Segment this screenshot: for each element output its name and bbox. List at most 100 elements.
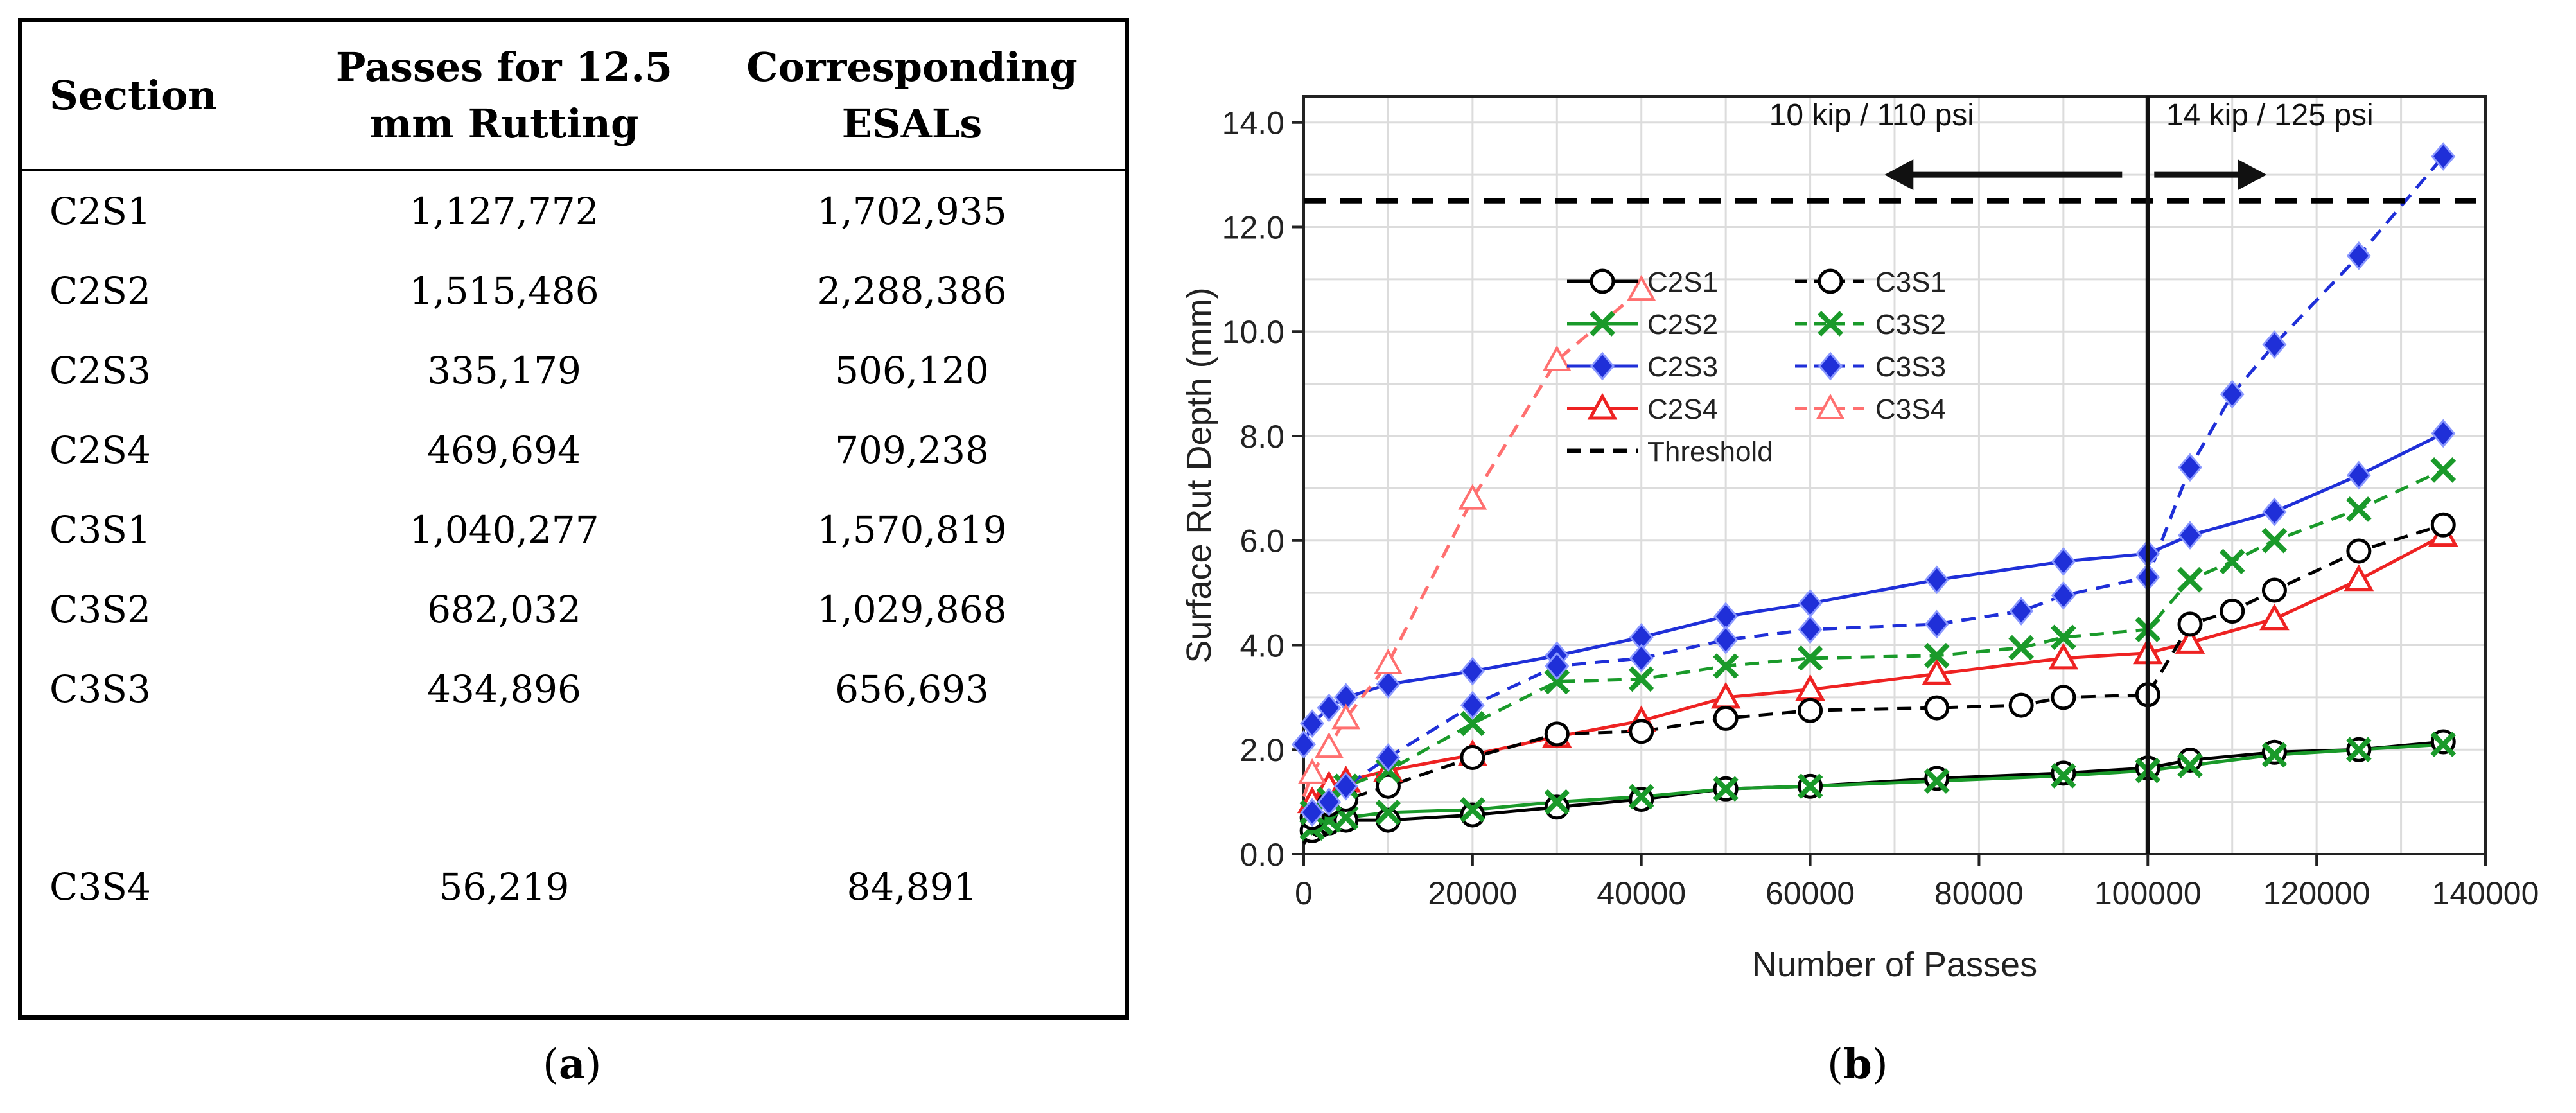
data-point [1818,268,1843,294]
data-point [2259,603,2290,631]
arrow-left-head [1884,159,1914,191]
data-point [2431,142,2456,171]
data-point [2346,241,2371,270]
table-row: C3S2 682,032 1,029,868 [22,570,1125,649]
data-point [1460,744,1485,770]
legend-label: C2S4 [1647,394,1718,425]
legend-label: C3S3 [1875,351,1946,383]
data-point [1460,802,1485,828]
data-point [1713,705,1739,731]
data-point [1460,797,1485,823]
data-point [1922,658,1952,685]
data-point [1798,589,1823,618]
legend-label: C3S1 [1875,267,1946,298]
data-point [1374,648,1403,674]
data-point [1798,615,1823,644]
data-point [1924,565,1949,595]
data-point [2051,685,2076,710]
cell-esals: 1,702,935 [817,189,1007,233]
data-point [2177,566,2203,593]
series-markers-c2s3 [1292,419,2456,759]
x-tick-label: 20000 [1428,875,1517,911]
cell-esals: 1,029,868 [817,588,1007,631]
data-point [2051,547,2076,576]
data-point [2261,742,2288,768]
data-point [1544,721,1570,747]
data-point [1713,776,1739,802]
data-point [1818,311,1843,337]
caption-a-close: ) [585,1041,602,1089]
data-point [1300,798,1325,827]
data-point [2178,521,2202,550]
data-point [1544,789,1570,815]
data-point [2346,538,2372,564]
data-point [2261,527,2288,554]
data-point [1297,758,1327,784]
caption-a: (a) [543,1040,601,1089]
data-point [2344,564,2374,592]
data-point [2262,497,2287,527]
data-point [2008,692,2034,718]
cell-passes: 682,032 [427,588,581,631]
cell-esals: 709,238 [835,428,989,472]
data-point [1797,773,1823,800]
caption-b-open: ( [1827,1041,1843,1089]
cell-passes: 1,040,277 [409,508,599,552]
legend-label: C3S4 [1875,394,1946,425]
header-section: Section [49,22,281,169]
legend-item-c3s1: C3S1 [1795,267,1946,298]
data-point [2178,453,2202,482]
data-point [2008,635,2034,661]
table-row: C3S4 56,219 84,891 [22,847,1125,927]
annotations: 10 kip / 110 psi 14 kip / 125 psi [1769,96,2374,854]
legend-label: C2S2 [1647,309,1718,340]
legend-item-c3s3: C3S3 [1795,351,1946,383]
data-point [1797,645,1823,671]
data-point [1628,784,1654,810]
x-axis-label: Number of Passes [1752,945,2037,984]
data-point [2051,581,2076,610]
data-point [1713,626,1739,654]
data-point [1544,794,1570,820]
data-point [2051,763,2076,789]
axes: 0 20000 40000 60000 80000 100000 120000 140000 0… [1180,105,2539,984]
data-point [1331,703,1361,730]
grid [1302,96,2487,855]
x-tick-label: 140000 [2432,875,2539,911]
data-point [2175,627,2205,654]
cell-passes: 1,515,486 [409,269,599,313]
data-point [1376,743,1401,772]
header-esals-line1: Corresponding [746,44,1078,91]
data-point [1545,651,1570,681]
table-row: C2S2 1,515,486 2,288,386 [22,251,1125,331]
cell-passes: 56,219 [439,865,570,909]
data-point [1590,268,1615,294]
data-point [1590,351,1615,381]
data-point [1713,653,1739,679]
data-point [2009,597,2034,626]
caption-b-letter: b [1843,1040,1872,1089]
data-point [1923,642,1950,669]
data-point [2430,512,2456,538]
data-point [1629,719,1654,744]
y-tick-label: 4.0 [1240,627,1284,663]
legend-item-c2s2: C2S2 [1567,309,1718,340]
legend-item-c2s3: C2S3 [1567,351,1718,383]
data-point [2177,611,2203,637]
x-tick-label: 80000 [1934,875,2024,911]
cell-esals: 84,891 [846,865,977,909]
cell-esals: 656,693 [835,667,989,711]
header-passes-line1: Passes for 12.5 [335,44,673,91]
legend-label: C2S3 [1647,351,1718,383]
legend-item-c2s4: C2S4 [1567,392,1718,425]
table-row: C3S1 1,040,277 1,570,819 [22,490,1125,570]
cell-esals: 2,288,386 [817,269,1007,313]
cell-section: C2S3 [49,349,151,392]
data-point [1300,709,1325,738]
data-point [1587,392,1618,420]
rut-depth-chart: 0 20000 40000 60000 80000 100000 120000 140000 0… [1180,95,2539,984]
data-point [1375,800,1401,825]
series-markers-c3s4 [1297,275,1656,784]
data-point [2177,752,2203,778]
cell-esals: 506,120 [835,349,989,392]
